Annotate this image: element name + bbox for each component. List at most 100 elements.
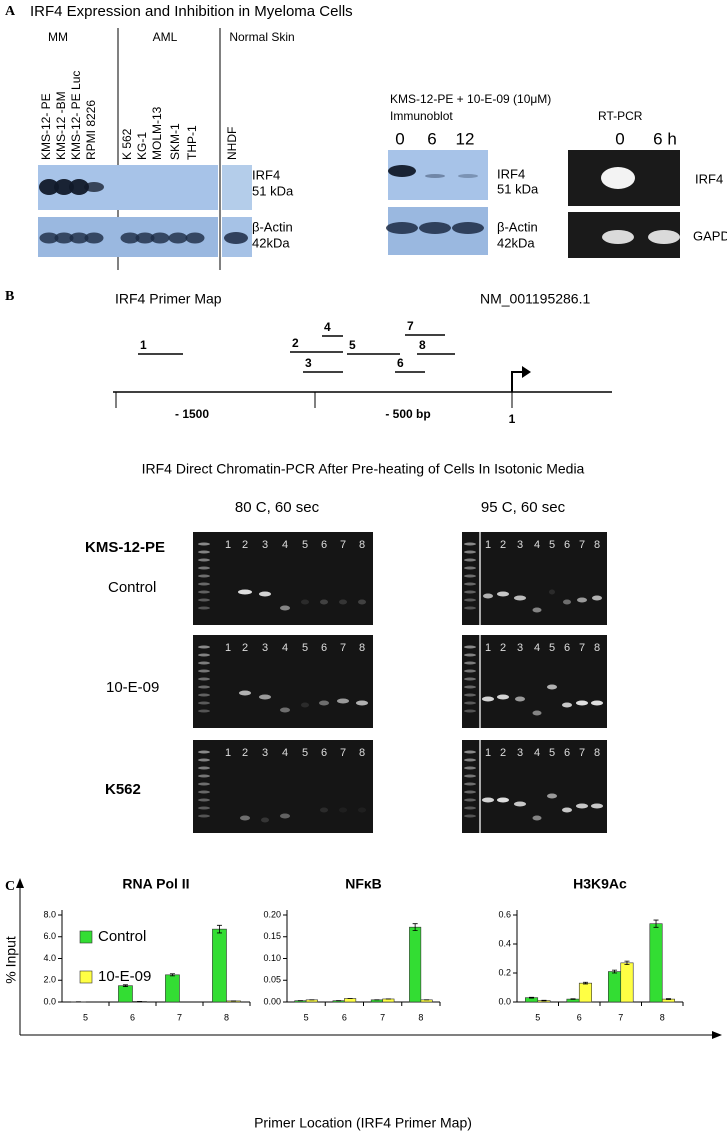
- band: [549, 589, 555, 595]
- blot: [222, 165, 252, 210]
- lane-number: 4: [534, 642, 540, 654]
- band: [547, 793, 557, 799]
- y-tick-label: 0.00: [263, 996, 281, 1006]
- accession: NM_001195286.1: [480, 291, 590, 307]
- lane-number: 5: [302, 539, 308, 551]
- band: [84, 182, 104, 192]
- band: [464, 653, 476, 657]
- lane-number: 5: [549, 642, 555, 654]
- bar: [649, 923, 663, 1003]
- lane-number: 7: [340, 539, 346, 551]
- blot-label: β-Actin: [497, 219, 538, 234]
- lane-number: 4: [534, 539, 540, 551]
- band: [320, 599, 328, 605]
- lane-number: 1: [485, 642, 491, 654]
- band: [464, 645, 476, 649]
- band: [301, 599, 309, 605]
- band: [591, 803, 603, 809]
- chart-title: RNA Pol II: [122, 876, 189, 892]
- band: [198, 790, 210, 794]
- band: [464, 598, 476, 602]
- band: [54, 179, 74, 195]
- band: [356, 700, 368, 706]
- lane-number: 1: [485, 539, 491, 551]
- group-label: MM: [48, 30, 68, 44]
- lane-number: 1: [225, 539, 231, 551]
- bar: [578, 982, 592, 1003]
- x-tick-label: 8: [660, 1012, 665, 1022]
- blot-label: β-Actin: [252, 219, 293, 234]
- band: [601, 167, 635, 189]
- band: [464, 806, 476, 810]
- error-bar: [653, 919, 659, 928]
- band: [280, 707, 290, 713]
- y-tick-label: 8.0: [43, 909, 56, 919]
- x-axis-label: Primer Location (IRF4 Primer Map): [254, 1115, 472, 1131]
- lane-label: SKM-1: [168, 123, 182, 160]
- error-bar: [529, 996, 535, 999]
- legend-swatch: [79, 930, 93, 944]
- band: [198, 750, 210, 754]
- x-tick-label: 7: [618, 1012, 623, 1022]
- y-tick-label: 0.05: [263, 975, 281, 985]
- lane-number: 5: [549, 747, 555, 759]
- band: [150, 232, 170, 244]
- band: [464, 677, 476, 681]
- band: [514, 595, 526, 601]
- band: [532, 710, 542, 716]
- lane-number: 6: [321, 642, 327, 654]
- time: 12: [456, 129, 475, 148]
- band: [198, 606, 210, 610]
- y-tick-label: 2.0: [43, 975, 56, 985]
- primer-label: 4: [324, 320, 331, 334]
- error-bar: [570, 998, 576, 1000]
- band: [464, 606, 476, 610]
- band: [464, 814, 476, 818]
- blot-label: 42kDa: [252, 235, 290, 250]
- time: 0: [615, 129, 624, 148]
- tss-arrow: [511, 371, 524, 392]
- chart-title: H3K9Ac: [573, 876, 627, 892]
- band: [388, 165, 416, 177]
- lane-number: 2: [500, 747, 506, 759]
- position: - 1500: [175, 407, 209, 421]
- condition: 80 C, 60 sec: [235, 499, 320, 516]
- band: [198, 782, 210, 786]
- blot-label: IRF4: [252, 167, 280, 182]
- band: [452, 222, 484, 234]
- lane-number: 1: [225, 642, 231, 654]
- bar: [165, 974, 180, 1003]
- group-label: AML: [153, 30, 178, 44]
- band: [547, 684, 557, 690]
- band: [577, 597, 587, 603]
- band: [464, 550, 476, 554]
- y-tick-label: 4.0: [43, 953, 56, 963]
- band: [198, 669, 210, 673]
- band: [84, 232, 104, 244]
- lane-number: 6: [321, 539, 327, 551]
- y-tick-label: 0.10: [263, 953, 281, 963]
- lane-number: 5: [302, 642, 308, 654]
- band: [515, 696, 525, 702]
- lane-label: RPMI 8226: [84, 100, 98, 160]
- blot-label: IRF4: [497, 166, 525, 181]
- y-tick-label: 0.0: [43, 996, 56, 1006]
- band: [259, 694, 271, 700]
- bar: [212, 928, 227, 1003]
- y-tick-label: 0.2: [498, 967, 511, 977]
- band: [458, 174, 478, 178]
- x-tick-label: 8: [224, 1012, 229, 1022]
- band: [464, 590, 476, 594]
- band: [464, 709, 476, 713]
- lane-number: 7: [579, 642, 585, 654]
- gel-label: IRF4: [695, 171, 723, 186]
- band: [464, 669, 476, 673]
- lane-number: 2: [500, 539, 506, 551]
- band: [280, 813, 290, 819]
- band: [532, 607, 542, 613]
- band: [198, 766, 210, 770]
- treatment: KMS-12-PE + 10-E-09 (10μM): [390, 92, 551, 106]
- lane-number: 7: [579, 747, 585, 759]
- lane-label: MOLM-13: [150, 106, 164, 160]
